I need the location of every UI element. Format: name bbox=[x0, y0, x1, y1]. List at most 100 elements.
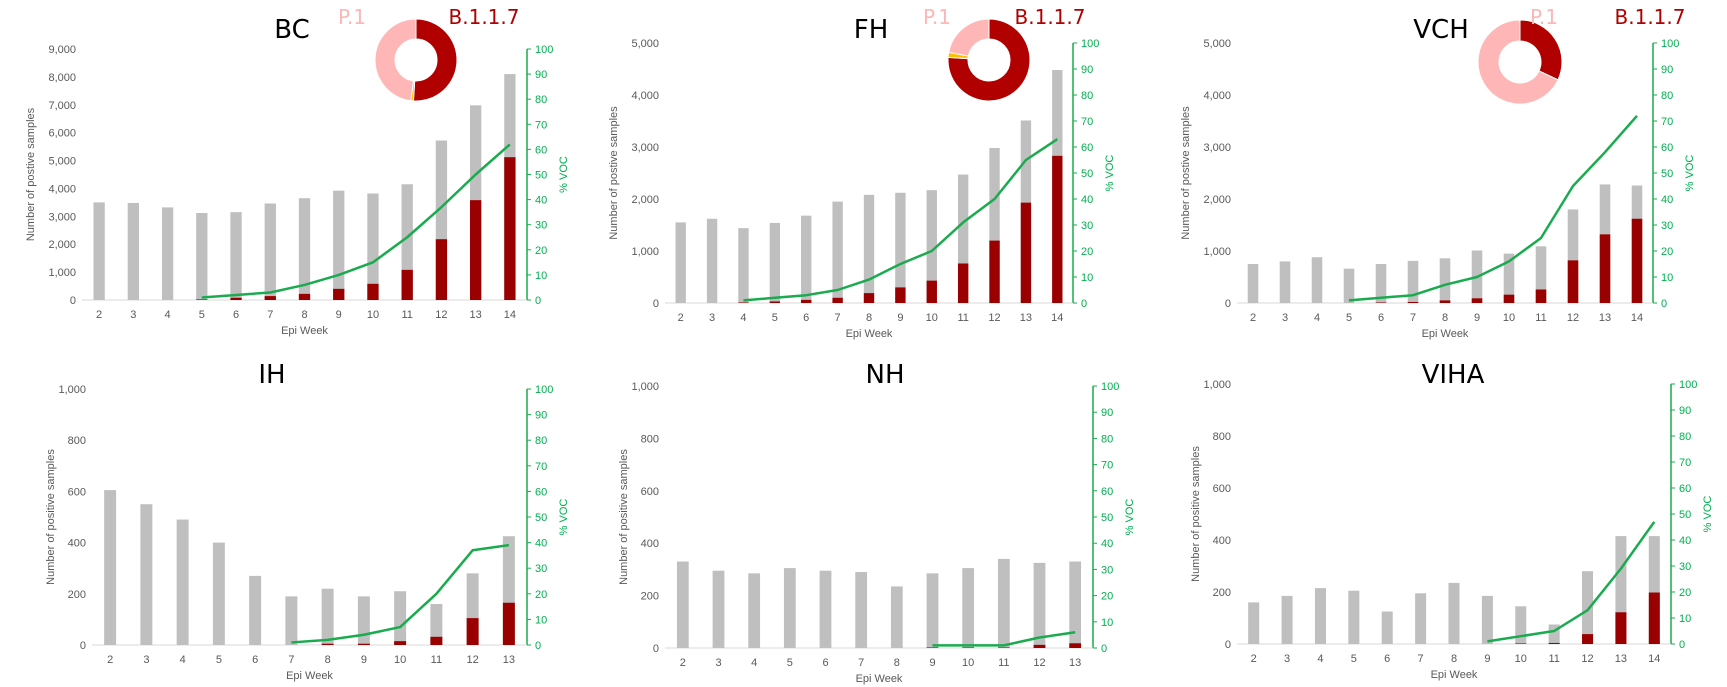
y2-tick-label: 80 bbox=[1661, 90, 1673, 102]
voc-bar bbox=[1515, 643, 1527, 644]
total-bar bbox=[738, 228, 749, 303]
y-tick-label: 5,000 bbox=[1203, 38, 1231, 50]
voc-bar bbox=[801, 299, 812, 303]
voc-bar bbox=[1648, 592, 1660, 644]
x-tick-label: 8 bbox=[1442, 312, 1448, 324]
y-axis-title: Number of postive samples bbox=[608, 106, 620, 240]
y2-tick-label: 50 bbox=[535, 170, 547, 182]
total-bar bbox=[1648, 536, 1660, 644]
voc-bar bbox=[333, 288, 345, 300]
voc-bar bbox=[1375, 302, 1387, 303]
total-bar bbox=[1069, 561, 1082, 648]
total-bar bbox=[1348, 590, 1360, 644]
voc-percent-line bbox=[291, 543, 510, 644]
voc-bar bbox=[997, 647, 1010, 648]
total-bar bbox=[890, 586, 903, 648]
x-tick-label: 12 bbox=[988, 312, 1000, 324]
voc-bar bbox=[738, 302, 749, 303]
total-bar bbox=[1381, 611, 1393, 644]
voc-percent-line bbox=[1487, 521, 1656, 643]
voc-bar bbox=[1020, 202, 1032, 303]
donut-slice bbox=[1477, 19, 1559, 105]
total-bar bbox=[712, 570, 725, 648]
y2-tick-label: 70 bbox=[535, 461, 547, 473]
x-tick-label: 6 bbox=[1384, 653, 1390, 665]
y-tick-label: 3,000 bbox=[48, 211, 76, 223]
x-tick-label: 10 bbox=[1515, 653, 1527, 665]
x-tick-label: 11 bbox=[957, 312, 968, 324]
y-axis-title: Number of positive samples bbox=[618, 449, 630, 585]
y2-axis-title: % VOC bbox=[1124, 499, 1136, 536]
voc-bar bbox=[321, 643, 334, 645]
y-tick-label: 200 bbox=[68, 589, 86, 601]
y2-tick-label: 40 bbox=[1661, 194, 1673, 206]
x-tick-label: 11 bbox=[1548, 653, 1559, 665]
total-bar bbox=[895, 192, 906, 303]
y2-tick-label: 30 bbox=[1081, 220, 1093, 232]
y2-tick-label: 20 bbox=[535, 589, 547, 601]
x-axis-title: Epi Week bbox=[1431, 669, 1478, 681]
total-bar bbox=[1439, 258, 1451, 303]
y2-axis-title: % VOC bbox=[558, 499, 570, 536]
x-tick-label: 12 bbox=[1033, 657, 1045, 669]
voc-percent-line bbox=[1348, 114, 1638, 302]
y2-tick-label: 20 bbox=[535, 245, 547, 257]
x-axis-title: Epi Week bbox=[846, 328, 893, 340]
total-bar bbox=[1314, 588, 1326, 644]
x-tick-label: 9 bbox=[1474, 312, 1480, 324]
x-tick-label: 10 bbox=[367, 309, 379, 321]
y2-tick-label: 40 bbox=[535, 195, 547, 207]
y2-tick-label: 90 bbox=[1101, 407, 1113, 419]
total-bar bbox=[1448, 582, 1460, 644]
total-bar bbox=[127, 202, 139, 300]
chart-panel-nh: NH 0 200 400 600 800 1,000 0 10 20 30 40 50 60 70 80 90 1… bbox=[618, 360, 1136, 685]
y2-axis-title: % VOC bbox=[1684, 155, 1696, 192]
voc-bar bbox=[769, 301, 781, 303]
x-tick-label: 6 bbox=[233, 309, 239, 321]
y-tick-label: 2,000 bbox=[631, 194, 659, 206]
y2-tick-label: 100 bbox=[535, 384, 553, 396]
x-tick-label: 7 bbox=[858, 657, 864, 669]
total-bar bbox=[1407, 260, 1419, 303]
y-tick-label: 2,000 bbox=[48, 239, 76, 251]
chart-panel-vch: VCH 0 1,000 2,000 3,000 4,000 5,000 0 10 20 30 40 50… bbox=[1180, 5, 1696, 340]
voc-bar bbox=[1407, 301, 1419, 303]
x-tick-label: 6 bbox=[1378, 312, 1384, 324]
x-tick-label: 5 bbox=[1346, 312, 1352, 324]
voc-bar bbox=[832, 297, 843, 303]
x-tick-label: 14 bbox=[1051, 312, 1063, 324]
y2-tick-label: 80 bbox=[1679, 431, 1691, 443]
y2-tick-label: 100 bbox=[1081, 38, 1099, 50]
voc-bar bbox=[1631, 218, 1643, 303]
y2-tick-label: 10 bbox=[1661, 272, 1673, 284]
x-tick-label: 3 bbox=[715, 657, 721, 669]
y2-tick-label: 30 bbox=[1101, 564, 1113, 576]
voc-bar bbox=[1548, 642, 1560, 644]
y2-tick-label: 10 bbox=[535, 614, 547, 626]
voc-bar bbox=[1599, 234, 1611, 303]
x-tick-label: 4 bbox=[1317, 653, 1323, 665]
x-axis-title: Epi Week bbox=[856, 673, 903, 685]
x-tick-label: 5 bbox=[1351, 653, 1357, 665]
voc-bar bbox=[957, 263, 969, 303]
y-tick-label: 0 bbox=[1225, 639, 1231, 651]
y-tick-label: 800 bbox=[641, 433, 659, 445]
total-bar bbox=[196, 212, 208, 300]
total-bar bbox=[321, 588, 334, 645]
voc-bar bbox=[357, 643, 370, 645]
total-bar bbox=[1247, 264, 1259, 303]
y-axis-title: Number of postive samples bbox=[25, 107, 37, 241]
x-tick-label: 7 bbox=[267, 309, 273, 321]
donut-label-b117: B.1.1.7 bbox=[1015, 5, 1086, 29]
y2-tick-label: 60 bbox=[1679, 483, 1691, 495]
y2-tick-label: 40 bbox=[1679, 535, 1691, 547]
y2-tick-label: 80 bbox=[1081, 90, 1093, 102]
total-bar bbox=[93, 202, 105, 300]
chart-panel-ih: IH 0 200 400 600 800 1,000 0 10 20 30 40 50 60 70 80 90 1… bbox=[45, 360, 570, 682]
y-tick-label: 5,000 bbox=[631, 38, 659, 50]
chart-panel-bc: BC 0 1,000 2,000 3,000 4,000 5,000 6,000 7,000 8,… bbox=[25, 5, 570, 337]
y2-tick-label: 0 bbox=[1661, 298, 1667, 310]
y2-axis-title: % VOC bbox=[558, 156, 570, 193]
total-bar bbox=[962, 568, 975, 648]
chart-title: VCH bbox=[1413, 15, 1469, 45]
